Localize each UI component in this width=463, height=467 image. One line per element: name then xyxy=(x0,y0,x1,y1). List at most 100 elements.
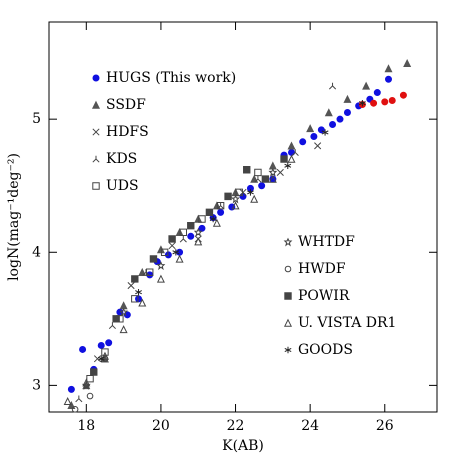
data-point xyxy=(231,188,240,197)
data-point xyxy=(112,315,120,323)
data-point xyxy=(131,275,139,283)
x-axis-label: K(AB) xyxy=(222,438,264,454)
data-point xyxy=(119,301,128,310)
data-point xyxy=(299,138,307,146)
legend-marker xyxy=(91,100,101,109)
data-point xyxy=(127,281,135,290)
data-point xyxy=(362,81,371,90)
data-point xyxy=(75,395,83,403)
x-tick-label: 22 xyxy=(227,418,245,434)
data-point xyxy=(160,248,169,256)
data-point xyxy=(324,108,333,117)
data-point xyxy=(268,168,278,177)
data-point xyxy=(239,188,247,196)
data-point xyxy=(385,75,392,83)
data-point xyxy=(216,201,225,210)
data-point xyxy=(179,228,188,237)
data-point xyxy=(280,155,288,163)
data-point xyxy=(138,267,147,276)
data-point xyxy=(247,189,254,196)
data-point xyxy=(131,295,139,303)
data-point xyxy=(224,192,232,201)
data-point xyxy=(209,215,217,223)
legend-label: UDS xyxy=(106,178,139,194)
data-point xyxy=(175,254,184,263)
data-point xyxy=(179,235,187,243)
y-axis-label: logN(mag⁻¹deg⁻²) xyxy=(6,153,22,281)
legend-marker xyxy=(92,74,100,82)
data-point xyxy=(146,268,154,276)
legend-label: SSDF xyxy=(106,97,146,113)
y-tick-label: 4 xyxy=(32,244,41,260)
data-point xyxy=(399,91,407,99)
data-point xyxy=(284,162,292,169)
legend-marker xyxy=(284,265,292,273)
data-point xyxy=(156,245,165,254)
data-point xyxy=(198,215,206,223)
data-point xyxy=(172,249,180,256)
data-point xyxy=(90,368,98,376)
data-point xyxy=(239,192,247,200)
data-point xyxy=(231,194,240,204)
data-point xyxy=(97,355,105,362)
data-point xyxy=(135,289,142,296)
data-point xyxy=(261,175,270,183)
data-point xyxy=(193,227,203,237)
data-point xyxy=(343,109,351,117)
data-point xyxy=(287,141,296,150)
x-tick-label: 26 xyxy=(376,418,394,434)
data-point xyxy=(321,129,329,136)
data-point xyxy=(149,255,158,263)
data-point xyxy=(358,99,366,107)
data-point xyxy=(381,98,389,106)
data-point xyxy=(119,307,129,317)
legend-label: KDS xyxy=(106,151,137,167)
data-point xyxy=(243,166,251,174)
legend-marker xyxy=(283,318,293,327)
legend-marker xyxy=(92,128,100,136)
data-point xyxy=(175,227,184,237)
data-point xyxy=(306,124,315,133)
data-point xyxy=(291,149,299,156)
data-point xyxy=(71,406,79,413)
data-point xyxy=(187,221,195,230)
legend-marker xyxy=(283,237,293,247)
x-tick-label: 18 xyxy=(77,418,95,434)
data-point xyxy=(231,201,240,210)
data-point xyxy=(86,392,94,400)
data-point xyxy=(373,89,381,97)
data-point xyxy=(194,237,203,246)
data-point xyxy=(217,202,225,210)
data-point xyxy=(67,385,75,393)
data-point xyxy=(79,345,87,353)
data-point xyxy=(135,295,143,303)
data-point xyxy=(168,242,176,250)
x-tick-label: 24 xyxy=(301,418,319,434)
data-point xyxy=(105,339,113,347)
data-point xyxy=(86,375,94,383)
data-point xyxy=(97,341,105,349)
data-point xyxy=(328,82,337,90)
data-point xyxy=(329,120,337,128)
data-point xyxy=(268,161,277,170)
data-point xyxy=(194,214,203,223)
data-point xyxy=(235,188,243,197)
y-tick-label: 5 xyxy=(32,111,41,127)
data-point xyxy=(164,251,172,259)
legend-marker xyxy=(284,292,292,300)
data-point xyxy=(198,224,206,232)
data-point xyxy=(254,175,262,183)
data-point xyxy=(176,248,184,256)
data-point xyxy=(63,397,72,406)
data-point xyxy=(336,115,344,123)
legend-marker xyxy=(92,182,100,190)
data-point xyxy=(276,168,284,176)
data-point xyxy=(370,99,378,107)
data-point xyxy=(388,97,396,105)
legend-marker xyxy=(92,155,100,163)
legend-label: HDFS xyxy=(106,124,149,140)
data-point xyxy=(287,154,296,163)
data-point xyxy=(310,132,318,140)
data-point xyxy=(187,232,195,240)
